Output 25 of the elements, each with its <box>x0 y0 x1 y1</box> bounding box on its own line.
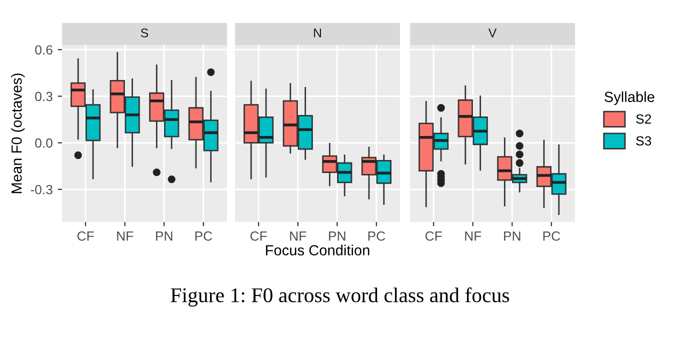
y-axis-title: Mean F0 (octaves) <box>11 74 25 194</box>
y-tick-label: 0.6 <box>35 45 52 55</box>
x-tick-label: CF <box>77 231 94 241</box>
x-tick-label: PC <box>543 231 560 241</box>
x-axis-title: Focus Condition <box>266 244 370 256</box>
x-tick-label: PC <box>195 231 212 241</box>
y-tick-label: -0.3 <box>30 184 52 194</box>
legend-label: S2 <box>636 114 652 124</box>
legend-title: Syllable <box>604 91 654 105</box>
x-tick-label: PN <box>156 232 172 241</box>
x-tick-label: PC <box>368 231 386 241</box>
x-tick-label: CF <box>250 231 267 241</box>
legend-label: S3 <box>636 136 652 146</box>
chart-title: S <box>140 28 148 38</box>
x-tick-label: PN <box>504 232 520 241</box>
y-tick-label: 0.0 <box>35 138 52 148</box>
x-tick-label: NF <box>465 232 482 241</box>
caption: Figure 1: F0 across word class and focus <box>170 287 510 307</box>
x-tick-label: CF <box>425 231 442 241</box>
chart-title: N <box>314 28 321 38</box>
x-tick-label: PN <box>329 232 346 241</box>
x-tick-label: NF <box>290 232 306 241</box>
y-tick-label: 0.3 <box>35 92 52 102</box>
x-tick-label: NF <box>117 232 134 241</box>
chart-title: V <box>488 28 497 38</box>
